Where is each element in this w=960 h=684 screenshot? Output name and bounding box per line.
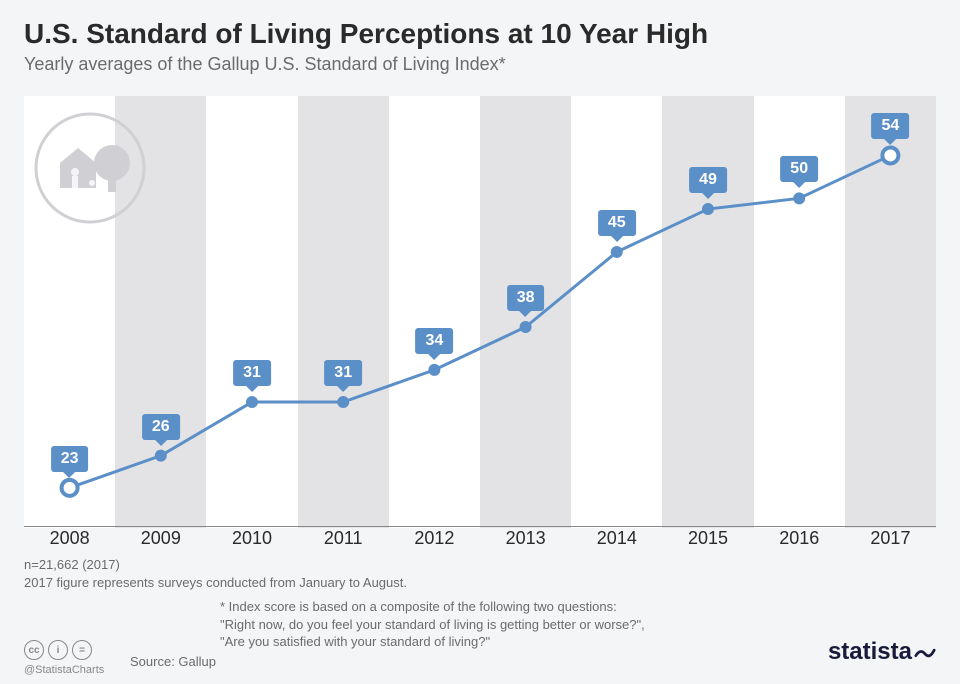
x-axis-label: 2011 bbox=[298, 528, 389, 549]
footnote-method-3: "Are you satisfied with your standard of… bbox=[220, 633, 645, 651]
data-label: 31 bbox=[324, 360, 362, 386]
data-label: 34 bbox=[415, 328, 453, 354]
data-label: 45 bbox=[598, 210, 636, 236]
data-label: 38 bbox=[507, 285, 545, 311]
source-label: Source: Gallup bbox=[130, 654, 216, 669]
x-axis-label: 2016 bbox=[754, 528, 845, 549]
x-axis-label: 2013 bbox=[480, 528, 571, 549]
data-label: 23 bbox=[51, 446, 89, 472]
footnote-method: * Index score is based on a composite of… bbox=[220, 598, 645, 651]
x-axis-label: 2017 bbox=[845, 528, 936, 549]
x-axis-label: 2012 bbox=[389, 528, 480, 549]
cc-icon: cc bbox=[24, 640, 44, 660]
x-axis-label: 2014 bbox=[571, 528, 662, 549]
x-axis-label: 2008 bbox=[24, 528, 115, 549]
x-axis-baseline bbox=[24, 526, 936, 527]
x-axis-label: 2015 bbox=[662, 528, 753, 549]
logo-text: statista bbox=[828, 638, 912, 666]
x-axis-labels: 2008200920102011201220132014201520162017 bbox=[24, 528, 936, 549]
chart-area: 23 26 31 31 34 38 45 49 50 54 bbox=[24, 96, 936, 528]
page-subtitle: Yearly averages of the Gallup U.S. Stand… bbox=[24, 54, 506, 75]
x-axis-label: 2009 bbox=[115, 528, 206, 549]
data-label: 26 bbox=[142, 414, 180, 440]
cc-icons: cc i = bbox=[24, 640, 92, 660]
statista-logo: statista bbox=[828, 638, 936, 666]
data-label: 50 bbox=[780, 156, 818, 182]
footnote-sample: n=21,662 (2017) 2017 figure represents s… bbox=[24, 556, 407, 591]
footnote-method-2: "Right now, do you feel your standard of… bbox=[220, 616, 645, 634]
twitter-handle: @StatistaCharts bbox=[24, 664, 104, 676]
footnote-method-1: * Index score is based on a composite of… bbox=[220, 598, 645, 616]
by-icon: i bbox=[48, 640, 68, 660]
data-label: 54 bbox=[871, 113, 909, 139]
x-axis-label: 2010 bbox=[206, 528, 297, 549]
nd-icon: = bbox=[72, 640, 92, 660]
footnote-n: n=21,662 (2017) bbox=[24, 556, 407, 574]
data-label: 49 bbox=[689, 167, 727, 193]
data-label: 31 bbox=[233, 360, 271, 386]
footnote-period: 2017 figure represents surveys conducted… bbox=[24, 574, 407, 592]
page-title: U.S. Standard of Living Perceptions at 1… bbox=[24, 18, 708, 50]
logo-wave-icon bbox=[914, 641, 936, 663]
